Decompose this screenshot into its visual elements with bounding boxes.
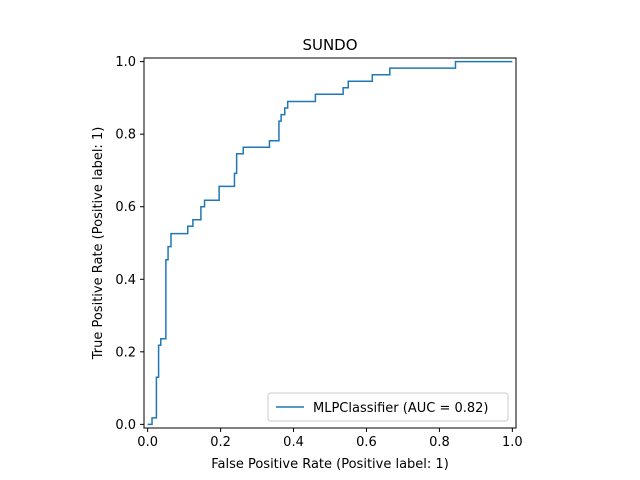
y-axis-label: True Positive Rate (Positive label: 1): [91, 127, 106, 361]
y-tick-label: 0.6: [115, 200, 136, 215]
y-tick-label: 0.2: [115, 345, 136, 360]
x-tick-label: 0.4: [283, 435, 304, 450]
plot-area: [144, 58, 516, 428]
chart-title: SUNDO: [302, 36, 357, 54]
x-axis-label: False Positive Rate (Positive label: 1): [211, 457, 449, 472]
y-tick-label: 1.0: [115, 55, 136, 70]
x-tick-label: 0.0: [137, 435, 158, 450]
y-tick-label: 0.8: [115, 128, 136, 143]
legend-box: [267, 392, 509, 422]
x-tick-label: 0.2: [210, 435, 231, 450]
y-tick-label: 0.4: [115, 273, 136, 288]
legend-label: MLPClassifier (AUC = 0.82): [313, 401, 489, 416]
x-tick-label: 0.6: [356, 435, 377, 450]
y-tick-label: 0.0: [115, 418, 136, 433]
series-line-mlpclassifier: [147, 60, 513, 426]
plot-frame: [143, 57, 517, 429]
y-axis-ticks: 0.0 0.2 0.4 0.6 0.8 1.0: [115, 55, 144, 433]
x-tick-label: 1.0: [502, 435, 523, 450]
legend: MLPClassifier (AUC = 0.82): [267, 392, 509, 422]
x-tick-label: 0.8: [429, 435, 450, 450]
x-axis-ticks: 0.0 0.2 0.4 0.6 0.8 1.0: [137, 428, 523, 450]
